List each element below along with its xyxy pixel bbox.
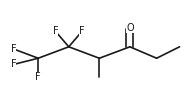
Text: F: F	[53, 26, 58, 36]
Text: O: O	[126, 23, 134, 33]
Text: F: F	[11, 44, 16, 54]
Text: F: F	[11, 59, 16, 69]
Text: F: F	[79, 26, 85, 36]
Text: F: F	[35, 72, 41, 82]
